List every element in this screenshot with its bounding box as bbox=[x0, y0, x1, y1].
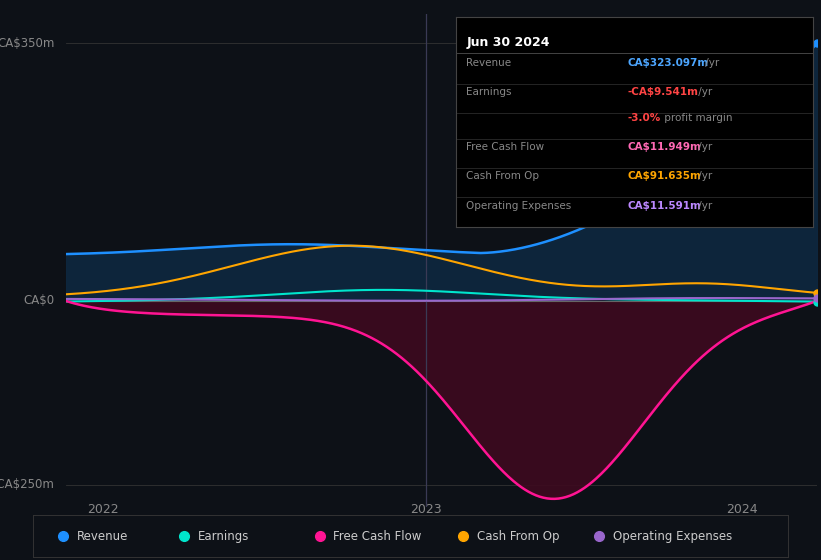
Text: Jun 30 2024: Jun 30 2024 bbox=[466, 36, 550, 49]
Text: 2022: 2022 bbox=[87, 503, 119, 516]
Text: /yr: /yr bbox=[695, 201, 712, 211]
Text: Earnings: Earnings bbox=[198, 530, 249, 543]
Text: 2024: 2024 bbox=[726, 503, 758, 516]
Text: -CA$250m: -CA$250m bbox=[0, 478, 54, 491]
Text: -3.0%: -3.0% bbox=[627, 113, 660, 123]
Text: Revenue: Revenue bbox=[466, 58, 511, 68]
Text: CA$91.635m: CA$91.635m bbox=[627, 171, 701, 181]
Text: Free Cash Flow: Free Cash Flow bbox=[333, 530, 422, 543]
Text: Operating Expenses: Operating Expenses bbox=[613, 530, 732, 543]
Text: Operating Expenses: Operating Expenses bbox=[466, 201, 571, 211]
Text: /yr: /yr bbox=[695, 87, 712, 97]
Text: /yr: /yr bbox=[695, 171, 712, 181]
Text: /yr: /yr bbox=[695, 142, 712, 152]
Text: CA$11.591m: CA$11.591m bbox=[627, 201, 701, 211]
Text: /yr: /yr bbox=[702, 58, 719, 68]
Text: Free Cash Flow: Free Cash Flow bbox=[466, 142, 544, 152]
Text: profit margin: profit margin bbox=[661, 113, 732, 123]
Text: CA$323.097m: CA$323.097m bbox=[627, 58, 709, 68]
Text: Revenue: Revenue bbox=[76, 530, 128, 543]
Text: Cash From Op: Cash From Op bbox=[477, 530, 559, 543]
Text: CA$11.949m: CA$11.949m bbox=[627, 142, 701, 152]
Text: -CA$9.541m: -CA$9.541m bbox=[627, 87, 698, 97]
Text: CA$350m: CA$350m bbox=[0, 37, 54, 50]
Text: Earnings: Earnings bbox=[466, 87, 511, 97]
Text: Cash From Op: Cash From Op bbox=[466, 171, 539, 181]
Text: CA$0: CA$0 bbox=[23, 295, 54, 307]
Text: 2023: 2023 bbox=[410, 503, 442, 516]
